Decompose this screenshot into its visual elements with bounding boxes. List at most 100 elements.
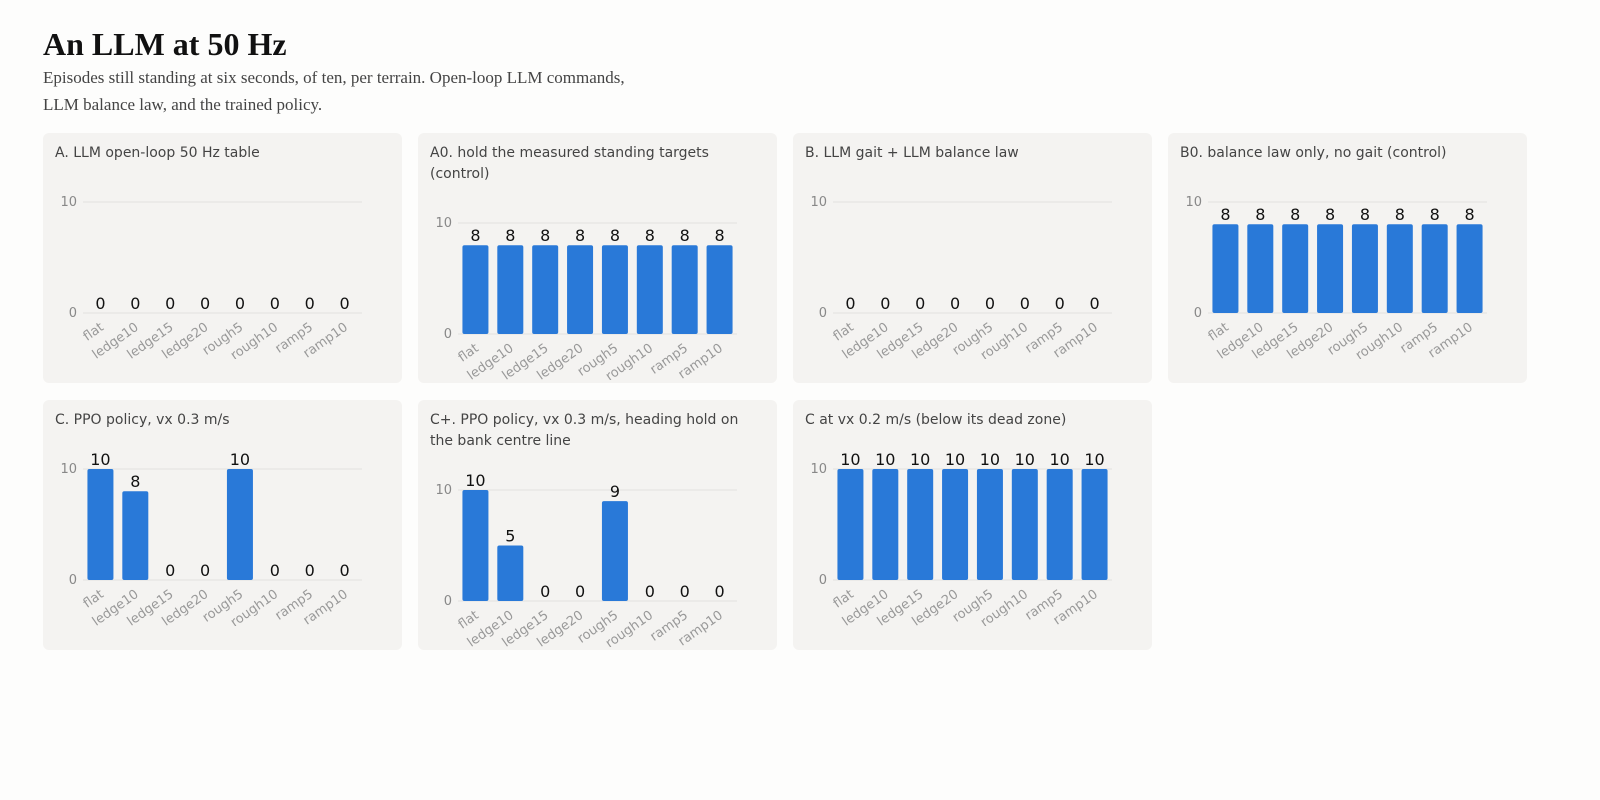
bar [497,245,524,334]
value-label: 0 [645,582,655,601]
value-label: 8 [1360,205,1370,224]
chart-title: B. LLM gait + LLM balance law [805,145,1019,161]
value-label: 0 [985,294,995,313]
bar [601,501,628,601]
value-label: 0 [950,294,960,313]
bar [1247,224,1274,313]
bar [907,469,934,580]
y-tick-label: 10 [1185,195,1202,210]
value-label: 8 [575,226,585,245]
y-tick-label: 0 [69,573,77,588]
page-title: An LLM at 50 Hz [43,26,287,62]
y-tick-label: 0 [444,327,452,342]
value-label: 8 [680,226,690,245]
page-subtitle: Episodes still standing at six seconds, … [43,68,625,114]
value-label: 10 [980,450,1000,469]
value-label: 8 [470,226,480,245]
bar [87,469,114,580]
value-label: 8 [1255,205,1265,224]
bar [976,469,1003,580]
bar [636,245,663,334]
bar [567,245,594,334]
value-label: 8 [540,226,550,245]
chart-title: A0. hold the measured standing targets (… [430,145,709,182]
chart-title: B0. balance law only, no gait (control) [1180,145,1447,161]
value-label: 0 [540,582,550,601]
y-tick-label: 10 [60,462,77,477]
chart-grid: A. LLM open-loop 50 Hz table 0 10 flat 0 ledg… [43,133,1527,650]
value-label: 8 [505,226,515,245]
value-label: 8 [1464,205,1474,224]
value-label: 10 [230,450,250,469]
bar [1212,224,1239,313]
chart: 010flat10ledge105ledge150ledge200rough59… [435,471,737,647]
value-label: 8 [610,226,620,245]
bar [1046,469,1073,580]
value-label: 10 [1050,450,1070,469]
y-tick-label: 10 [810,462,827,477]
y-tick-label: 0 [444,594,452,609]
bar [1386,224,1413,313]
value-label: 0 [165,294,175,313]
bar [462,245,489,334]
value-label: 10 [465,471,485,490]
bar [1282,224,1309,313]
bar [1456,224,1483,313]
bar [1081,469,1108,580]
value-label: 9 [610,482,620,501]
bar [1421,224,1448,313]
bar [601,245,628,334]
bar [462,490,489,601]
bar [872,469,899,580]
chart: 010flat0ledge100ledge150ledge200rough50r… [60,195,362,359]
value-label: 0 [95,294,105,313]
value-label: 10 [945,450,965,469]
chart-card: A0. hold the measured standing targets (… [418,133,777,383]
value-label: 8 [1290,205,1300,224]
value-label: 0 [339,561,349,580]
value-label: 5 [505,527,515,546]
value-label: 10 [1084,450,1104,469]
value-label: 0 [575,582,585,601]
chart-card: C. PPO policy, vx 0.3 m/s 0 10 flat 10 ledge1… [43,400,402,650]
value-label: 0 [339,294,349,313]
bar [226,469,253,580]
value-label: 0 [200,294,210,313]
y-tick-label: 10 [435,483,452,498]
value-label: 0 [1055,294,1065,313]
y-tick-label: 0 [819,306,827,321]
value-label: 0 [880,294,890,313]
value-label: 0 [130,294,140,313]
value-label: 0 [915,294,925,313]
chart-card: C at vx 0.2 m/s (below its dead zone) 0 10… [793,400,1152,650]
chart-card: B0. balance law only, no gait (control) 0… [1168,133,1527,383]
value-label: 8 [1220,205,1230,224]
chart: 010flat8ledge108ledge158ledge208rough58r… [435,216,737,380]
value-label: 10 [910,450,930,469]
value-label: 0 [1020,294,1030,313]
value-label: 8 [645,226,655,245]
value-label: 0 [270,294,280,313]
value-label: 0 [165,561,175,580]
chart: 010flat10ledge1010ledge1510ledge2010roug… [810,450,1112,626]
chart-card: A. LLM open-loop 50 Hz table 0 10 flat 0 ledg… [43,133,402,383]
chart: 010flat10ledge108ledge150ledge200rough51… [60,450,362,626]
chart-title: C. PPO policy, vx 0.3 m/s [55,412,230,428]
y-tick-label: 0 [69,306,77,321]
y-tick-label: 10 [60,195,77,210]
value-label: 10 [875,450,895,469]
y-tick-label: 10 [810,195,827,210]
bar [1011,469,1038,580]
value-label: 10 [1015,450,1035,469]
bar [942,469,969,580]
bar [706,245,733,334]
value-label: 10 [90,450,110,469]
bar [532,245,559,334]
bar [837,469,864,580]
value-label: 8 [714,226,724,245]
bar [1351,224,1378,313]
value-label: 0 [680,582,690,601]
value-label: 0 [845,294,855,313]
chart-card: C+. PPO policy, vx 0.3 m/s, heading hold… [418,400,777,650]
